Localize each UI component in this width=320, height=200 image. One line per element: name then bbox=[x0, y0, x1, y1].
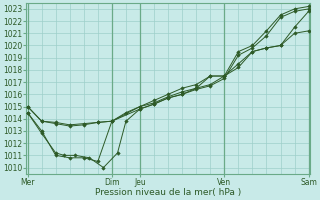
X-axis label: Pression niveau de la mer( hPa ): Pression niveau de la mer( hPa ) bbox=[95, 188, 241, 197]
